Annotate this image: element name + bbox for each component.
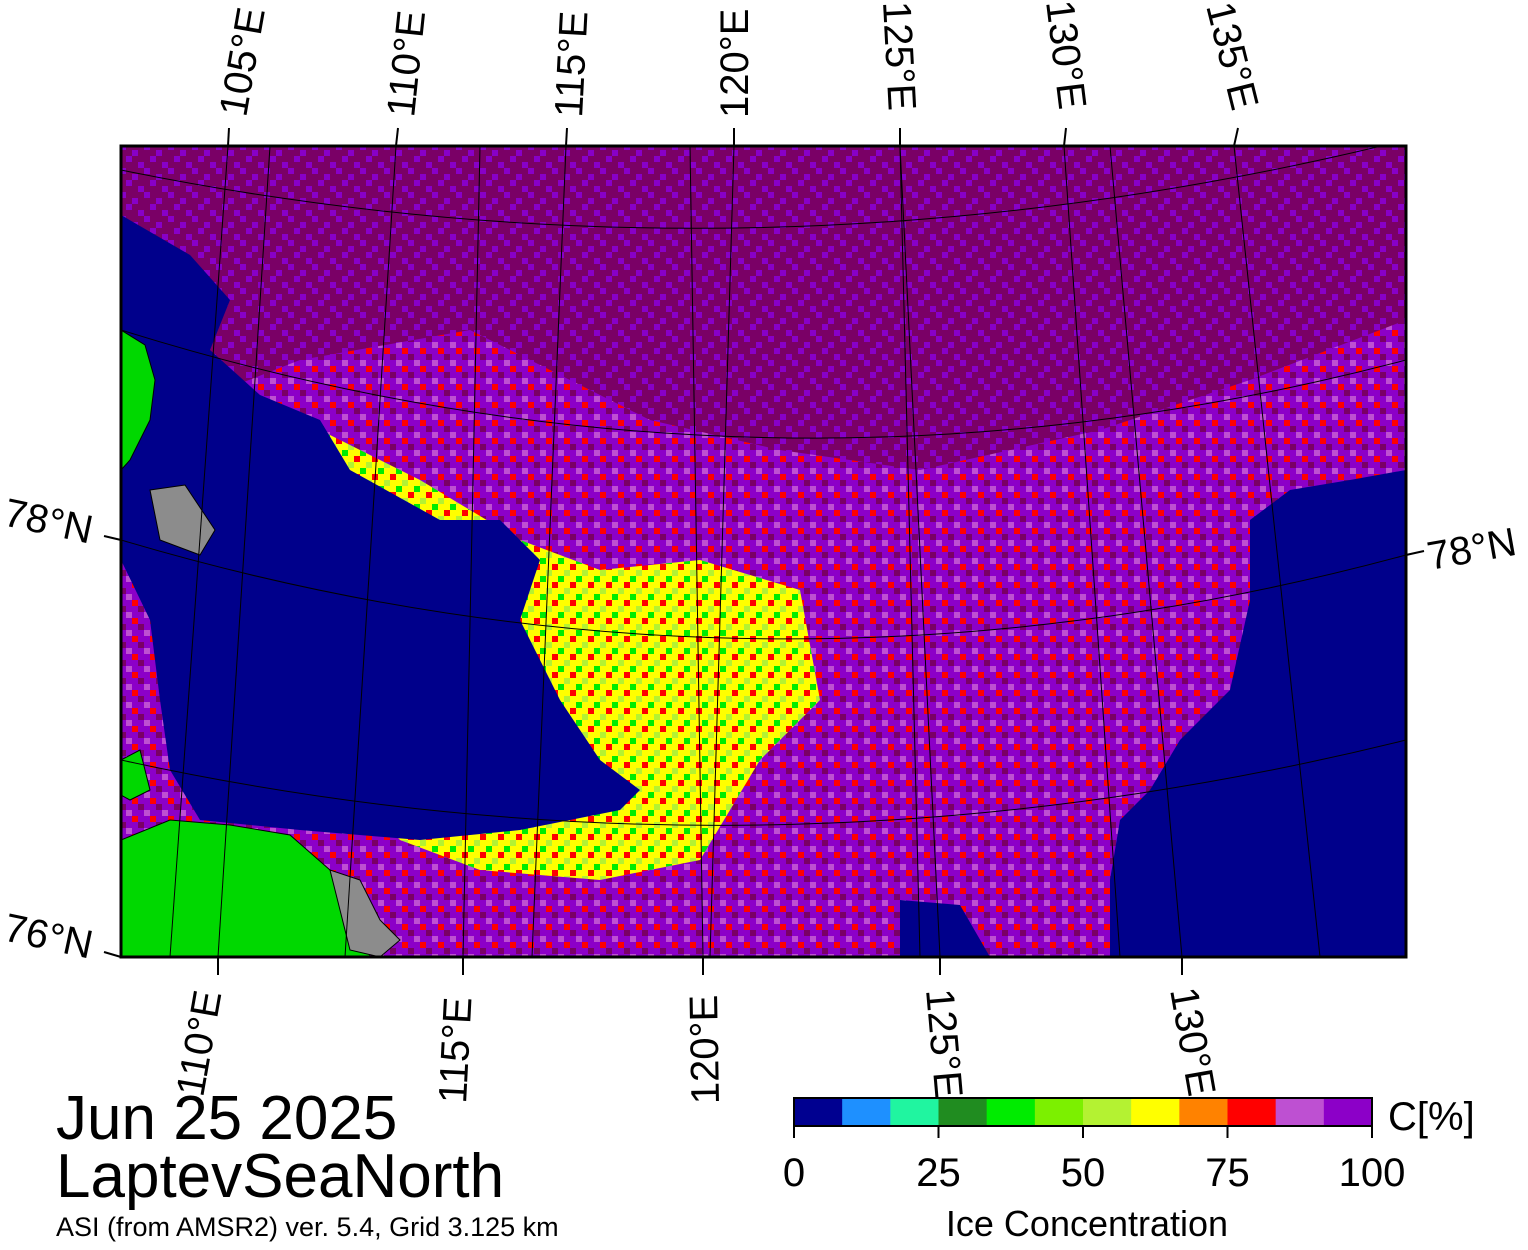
top-lon-label: 120°E bbox=[713, 9, 757, 118]
bottom-lon-label: 110°E bbox=[169, 987, 231, 1099]
open-water-west bbox=[121, 215, 640, 840]
colorbar-swatch bbox=[1131, 1098, 1180, 1126]
lat-label-left-lower: 76°N bbox=[0, 906, 97, 968]
top-lon-label: 110°E bbox=[379, 8, 434, 118]
top-lon-label: 125°E bbox=[874, 0, 924, 112]
colorbar-swatch bbox=[1179, 1098, 1228, 1126]
colorbar-unit: C[%] bbox=[1388, 1095, 1475, 1139]
open-water-east bbox=[1110, 470, 1406, 957]
colorbar-swatch bbox=[1275, 1098, 1325, 1126]
colorbar-swatch bbox=[794, 1098, 843, 1126]
colorbar-tick-label: 0 bbox=[783, 1151, 805, 1195]
land-island-south bbox=[121, 749, 151, 801]
colorbar-ticks: 0 25 50 75 100 bbox=[783, 1126, 1406, 1195]
map-region: LaptevSeaNorth bbox=[56, 1142, 505, 1211]
colorbar-tick-label: 50 bbox=[1061, 1151, 1106, 1195]
colorbar-swatch bbox=[1227, 1098, 1277, 1126]
colorbar-tick-label: 25 bbox=[916, 1151, 961, 1195]
colorbar-swatch bbox=[1323, 1098, 1373, 1126]
top-lon-label: 130°E bbox=[1037, 0, 1094, 112]
top-lon-label: 115°E bbox=[547, 10, 597, 119]
colorbar-swatch bbox=[842, 1098, 891, 1126]
map-frame bbox=[119, 144, 1408, 959]
map-date: Jun 25 2025 bbox=[56, 1084, 398, 1153]
graticule bbox=[121, 146, 1406, 957]
colorbar-tick-label: 100 bbox=[1339, 1151, 1406, 1195]
map-field bbox=[121, 146, 1406, 957]
colorbar-swatch bbox=[1083, 1098, 1132, 1126]
colorbar-swatch bbox=[938, 1098, 988, 1126]
colorbar bbox=[794, 1098, 1373, 1126]
open-water-patch bbox=[900, 900, 990, 957]
bottom-lon-label: 115°E bbox=[431, 996, 481, 1105]
colorbar-swatch bbox=[986, 1098, 1036, 1126]
land-ice-coast bbox=[329, 869, 401, 957]
map-product: ASI (from AMSR2) ver. 5.4, Grid 3.125 km bbox=[56, 1212, 559, 1242]
bottom-lon-label: 130°E bbox=[1161, 984, 1223, 1099]
top-lon-label: 135°E bbox=[1197, 0, 1266, 114]
colorbar-tick-label: 75 bbox=[1205, 1151, 1250, 1195]
land-ice-patch bbox=[149, 484, 216, 556]
frame-ticks bbox=[103, 127, 1425, 975]
top-longitude-labels: 105°E 110°E 115°E 120°E 125°E 130°E 135°… bbox=[212, 0, 1267, 120]
bottom-lon-label: 125°E bbox=[917, 987, 970, 1100]
lat-label-left-upper: 78°N bbox=[0, 491, 97, 553]
lat-label-right: 78°N bbox=[1424, 520, 1520, 579]
land-island bbox=[121, 329, 156, 471]
colorbar-swatch bbox=[890, 1098, 939, 1126]
bottom-lon-label: 120°E bbox=[682, 994, 728, 1104]
colorbar-title: Ice Concentration bbox=[946, 1203, 1228, 1244]
top-lon-label: 105°E bbox=[212, 4, 274, 119]
colorbar-swatch bbox=[1034, 1098, 1084, 1126]
